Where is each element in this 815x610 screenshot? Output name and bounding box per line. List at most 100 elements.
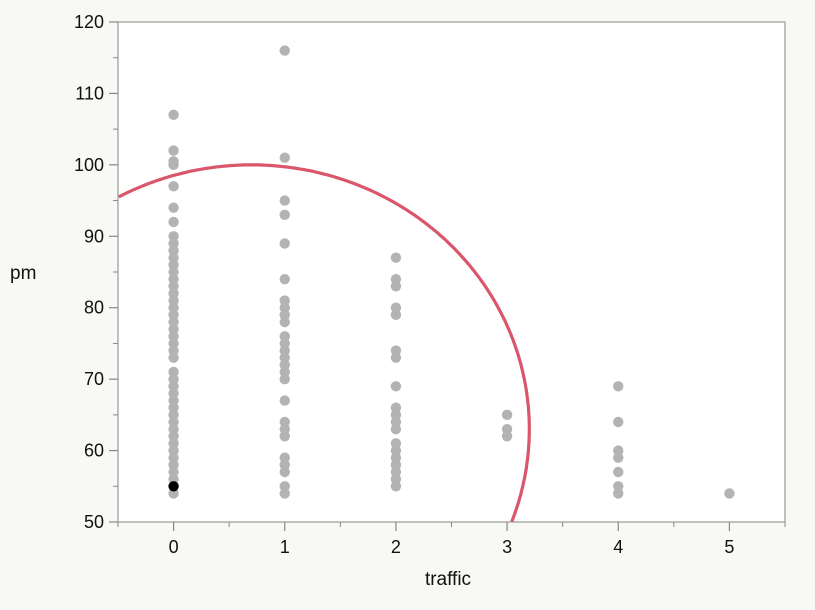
data-point: [168, 295, 179, 306]
data-point: [613, 481, 624, 492]
data-point: [390, 281, 402, 292]
data-point: [279, 452, 290, 463]
data-point: [613, 445, 624, 456]
data-point: [168, 381, 179, 392]
data-point: [168, 238, 179, 249]
data-point: [279, 152, 290, 163]
y-tick-label: 100: [74, 155, 104, 175]
x-tick-label: 5: [724, 537, 734, 557]
data-point: [390, 438, 402, 449]
data-point: [168, 431, 179, 442]
data-point: [390, 345, 402, 356]
x-tick-label: 3: [502, 537, 512, 557]
points-layer: [168, 45, 735, 499]
data-point: [613, 452, 624, 463]
data-point: [501, 423, 513, 435]
data-point: [168, 266, 179, 278]
data-point: [168, 159, 179, 171]
data-point: [168, 288, 179, 299]
data-point: [279, 359, 290, 371]
data-point: [168, 259, 179, 271]
data-point: [168, 466, 179, 478]
data-point: [279, 273, 290, 285]
data-point: [279, 416, 290, 428]
data-point: [613, 416, 624, 428]
data-point: [390, 273, 402, 285]
y-tick-label: 110: [75, 83, 104, 103]
data-point: [390, 302, 402, 313]
data-point: [279, 309, 290, 321]
data-point: [501, 409, 513, 421]
y-tick-label: 70: [84, 369, 104, 389]
data-point: [279, 488, 290, 499]
data-point: [279, 345, 290, 356]
data-point: [168, 423, 179, 435]
data-point: [279, 466, 290, 478]
highlighted-data-point: [168, 481, 179, 492]
plot-area: [117, 21, 786, 523]
data-point: [390, 309, 402, 321]
data-point: [168, 273, 179, 285]
data-point: [168, 245, 179, 256]
data-point: [279, 295, 290, 306]
y-axis: 50 60 70 80 90 100 110 120: [74, 12, 118, 532]
data-point: [613, 381, 624, 392]
data-point: [279, 238, 290, 249]
y-axis-label: pm: [10, 263, 36, 284]
x-tick-label: 4: [613, 537, 623, 557]
data-point: [279, 302, 290, 313]
data-point: [390, 409, 402, 421]
data-point: [279, 352, 290, 363]
x-axis-label: traffic: [425, 569, 471, 590]
data-point: [279, 195, 290, 206]
data-point: [390, 459, 402, 471]
data-point: [168, 388, 179, 399]
data-point: [390, 402, 402, 413]
data-point: [168, 202, 179, 213]
data-point: [168, 445, 179, 456]
data-point: [613, 488, 624, 499]
data-point: [390, 416, 402, 428]
data-point: [168, 438, 179, 449]
data-point: [390, 252, 402, 263]
data-point: [279, 338, 290, 349]
data-point: [168, 488, 179, 499]
data-point: [168, 281, 179, 292]
y-tick-label: 90: [84, 226, 104, 246]
data-point: [279, 331, 290, 342]
data-point: [724, 488, 735, 499]
data-point: [390, 466, 402, 478]
data-point: [168, 395, 179, 406]
y-tick-label: 80: [84, 298, 104, 318]
data-point: [168, 373, 179, 385]
data-point: [168, 416, 179, 428]
data-point: [390, 445, 402, 456]
data-point: [168, 409, 179, 421]
data-point: [390, 473, 402, 485]
data-point: [390, 481, 402, 492]
data-point: [501, 431, 513, 442]
data-point: [390, 381, 402, 392]
data-point: [168, 402, 179, 413]
data-point: [168, 231, 179, 242]
data-point: [168, 181, 179, 192]
data-point: [168, 309, 179, 321]
x-tick-label: 1: [280, 537, 290, 557]
y-tick-label: 50: [84, 512, 104, 532]
data-point: [390, 423, 402, 435]
data-point: [279, 423, 290, 435]
data-point: [279, 373, 290, 385]
density-ellipse: [118, 163, 531, 523]
data-point: [613, 466, 624, 478]
x-tick-label: 0: [169, 537, 179, 557]
data-point: [168, 216, 179, 228]
data-point: [168, 331, 179, 342]
data-point: [279, 431, 290, 442]
data-point: [390, 352, 402, 363]
data-point: [168, 473, 179, 485]
data-point: [279, 481, 290, 492]
data-point: [279, 45, 290, 56]
data-point: [279, 209, 290, 221]
data-point: [279, 459, 290, 471]
